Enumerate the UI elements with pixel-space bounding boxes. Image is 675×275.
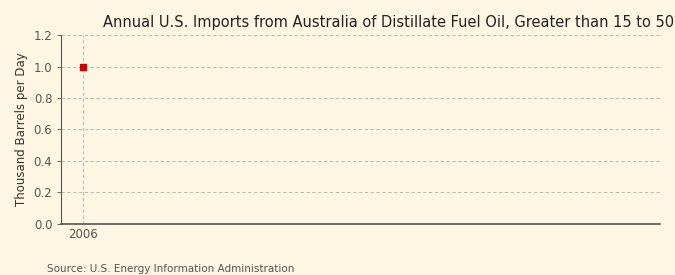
Text: Source: U.S. Energy Information Administration: Source: U.S. Energy Information Administ… [47, 264, 294, 274]
Y-axis label: Thousand Barrels per Day: Thousand Barrels per Day [15, 53, 28, 206]
Text: Annual U.S. Imports from Australia of Distillate Fuel Oil, Greater than 15 to 50: Annual U.S. Imports from Australia of Di… [103, 15, 675, 30]
